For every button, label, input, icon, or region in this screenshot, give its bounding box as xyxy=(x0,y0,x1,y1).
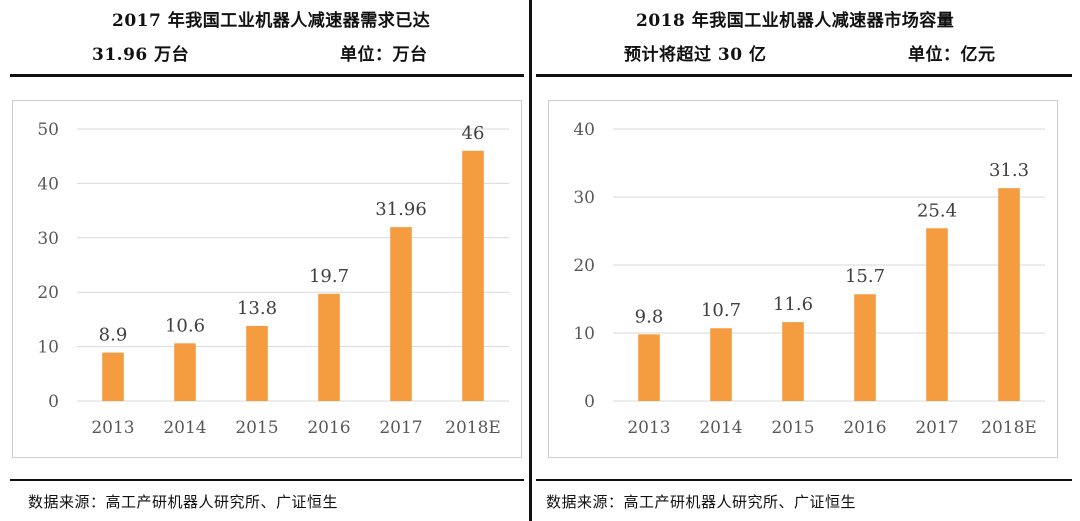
left-x-tick-label-2014: 2014 xyxy=(163,418,206,438)
right-x-tick-label-2018E: 2018E xyxy=(981,418,1037,438)
right-data-label-2014: 10.7 xyxy=(701,300,741,321)
right-unit-label: 单位：亿元 xyxy=(908,45,996,65)
right-data-label-2013: 9.8 xyxy=(635,306,664,327)
right-bar-2017 xyxy=(926,228,948,401)
left-bar-2016 xyxy=(318,293,340,401)
right-title-value: 预计将超过 30 亿 xyxy=(624,45,767,65)
right-footer-rule xyxy=(536,479,1072,481)
left-x-tick-label-2017: 2017 xyxy=(379,418,422,438)
right-y-tick-label: 40 xyxy=(573,120,595,140)
left-x-tick-label-2016: 2016 xyxy=(307,418,350,438)
right-bar-2018E xyxy=(998,188,1020,401)
right-y-tick-label: 10 xyxy=(573,324,595,344)
left-y-tick-label: 0 xyxy=(48,392,59,412)
left-data-label-2015: 13.8 xyxy=(237,298,277,319)
left-header-rule xyxy=(10,74,524,77)
right-header-rule xyxy=(536,74,1072,77)
left-chart-box: 0 10 20 30 40 50 8.9 2013 10.6 2014 13.8 2015 19.7 20… xyxy=(12,100,522,458)
right-bar-2016 xyxy=(854,294,876,401)
right-panel: 2018 年我国工业机器人减速器市场容量 预计将超过 30 亿 单位：亿元 0 1… xyxy=(536,0,1072,521)
right-x-tick-label-2014: 2014 xyxy=(699,418,742,438)
left-y-tick-label: 20 xyxy=(37,283,59,303)
left-x-tick-label-2013: 2013 xyxy=(91,418,134,438)
right-x-tick-label-2013: 2013 xyxy=(627,418,670,438)
right-y-tick-label: 0 xyxy=(584,392,595,412)
left-panel: 2017 年我国工业机器人减速器需求已达 31.96 万台 单位：万台 0 10 2… xyxy=(0,0,524,521)
left-bar-chart: 0 10 20 30 40 50 8.9 2013 10.6 2014 13.8 2015 19.7 20… xyxy=(37,120,509,438)
left-unit-label: 单位：万台 xyxy=(340,45,428,65)
right-x-tick-label-2015: 2015 xyxy=(771,418,814,438)
right-title-line1: 2018 年我国工业机器人减速器市场容量 xyxy=(636,11,955,31)
right-x-tick-label-2017: 2017 xyxy=(915,418,958,438)
left-y-tick-label: 40 xyxy=(37,174,59,194)
right-bar-2014 xyxy=(710,328,732,401)
right-bar-2015 xyxy=(782,322,804,401)
left-y-tick-label: 30 xyxy=(37,229,59,249)
right-bar-chart: 0 10 20 30 40 9.8 2013 10.7 2014 11.6 2015 15.7 2016… xyxy=(573,120,1045,438)
right-x-tick-label-2016: 2016 xyxy=(843,418,886,438)
left-title-value: 31.96 万台 xyxy=(92,45,190,65)
left-y-tick-label: 10 xyxy=(37,338,59,358)
right-data-label-2018E: 31.3 xyxy=(989,160,1029,181)
right-chart-box: 0 10 20 30 40 9.8 2013 10.7 2014 11.6 2015 15.7 2016… xyxy=(548,100,1058,458)
left-title-line1: 2017 年我国工业机器人减速器需求已达 xyxy=(112,11,431,31)
left-y-tick-label: 50 xyxy=(37,120,59,140)
left-bar-2014 xyxy=(174,343,196,401)
left-data-label-2013: 8.9 xyxy=(99,325,128,346)
right-y-tick-label: 20 xyxy=(573,256,595,276)
right-bar-2013 xyxy=(638,334,660,401)
right-data-label-2015: 11.6 xyxy=(773,294,813,315)
left-data-label-2014: 10.6 xyxy=(165,315,205,336)
right-data-label-2017: 25.4 xyxy=(917,200,957,221)
left-bar-2017 xyxy=(390,227,412,401)
left-bar-2015 xyxy=(246,325,268,401)
left-x-tick-label-2018E: 2018E xyxy=(445,418,501,438)
panel-divider xyxy=(529,0,532,521)
left-x-tick-label-2015: 2015 xyxy=(235,418,278,438)
right-source-note: 数据来源：高工产研机器人研究所、广证恒生 xyxy=(546,493,857,511)
left-footer-rule xyxy=(10,479,524,481)
left-source-note: 数据来源：高工产研机器人研究所、广证恒生 xyxy=(28,493,339,511)
right-data-label-2016: 15.7 xyxy=(845,266,885,287)
left-data-label-2018E: 46 xyxy=(462,123,485,144)
left-bar-2018E xyxy=(462,150,484,401)
left-bar-2013 xyxy=(102,352,124,401)
right-y-tick-label: 30 xyxy=(573,188,595,208)
left-data-label-2016: 19.7 xyxy=(309,266,349,287)
left-data-label-2017: 31.96 xyxy=(375,199,427,220)
